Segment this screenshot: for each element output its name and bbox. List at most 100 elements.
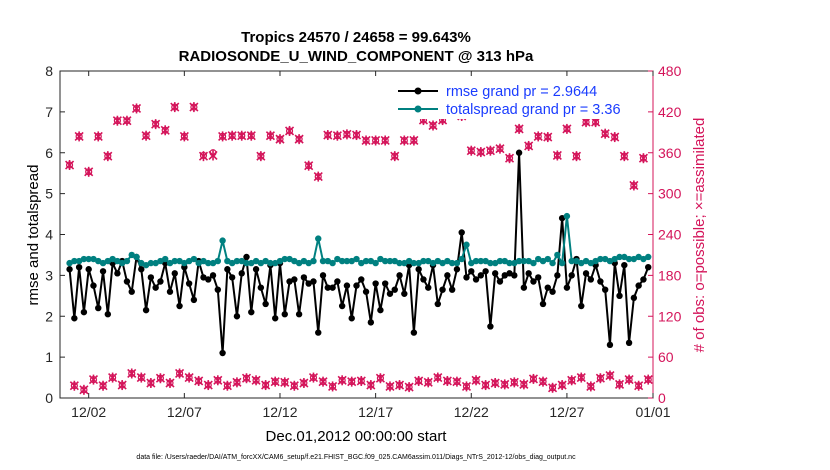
rmse-point — [468, 268, 475, 275]
rmse-point — [138, 266, 145, 273]
rmse-point — [563, 284, 571, 291]
rmse-point — [190, 296, 198, 304]
totalspread-point — [525, 257, 532, 265]
totalspread-point — [195, 259, 202, 267]
obs-assimilated-point — [256, 151, 266, 162]
totalspread-point — [85, 255, 92, 263]
rmse-point — [506, 270, 513, 277]
obs-assimilated-point — [64, 160, 75, 171]
rmse-point — [530, 278, 537, 285]
totalspread-point — [535, 255, 542, 263]
obs-assimilated-point — [146, 378, 156, 389]
totalspread-point — [468, 259, 475, 267]
obs-assimilated-point — [481, 380, 491, 391]
totalspread-point — [252, 257, 260, 265]
obs-assimilated-point — [222, 380, 232, 391]
rmse-point — [458, 229, 465, 236]
totalspread-point — [530, 259, 537, 267]
rmse-point — [381, 280, 389, 287]
obs-assimilated-point — [433, 372, 443, 383]
totalspread-point — [147, 259, 155, 267]
obs-assimilated-point — [371, 135, 381, 146]
totalspread-point — [286, 255, 293, 263]
totalspread-point — [181, 259, 188, 267]
y-tick-label: 3 — [45, 267, 53, 283]
obs-assimilated-point — [504, 153, 515, 164]
totalspread-point — [410, 259, 418, 267]
obs-assimilated-point — [576, 372, 586, 383]
rmse-point — [334, 278, 341, 285]
legend-totalspread-label: totalspread grand pr = 3.36 — [446, 102, 621, 118]
totalspread-point — [463, 241, 470, 248]
obs-assimilated-point — [366, 380, 376, 391]
obs-assimilated-point — [500, 379, 510, 390]
obs-assimilated-point — [342, 129, 352, 140]
rmse-point — [444, 272, 451, 279]
rmse-point — [104, 311, 112, 318]
rmse-point — [501, 272, 508, 279]
obs-assimilated-point — [232, 377, 242, 388]
rmse-point — [185, 280, 193, 287]
obs-assimilated-point — [117, 380, 127, 391]
totalspread-point — [592, 257, 599, 265]
totalspread-point — [477, 257, 485, 265]
y-tick-label: 5 — [45, 186, 53, 202]
rmse-point — [142, 306, 150, 314]
rmse-point — [219, 349, 226, 357]
rmse-point — [582, 270, 590, 277]
rmse-point — [616, 292, 623, 300]
rmse-point — [157, 278, 164, 285]
rmse-point — [300, 274, 308, 281]
totalspread-point — [554, 251, 561, 259]
rmse-point — [358, 276, 365, 283]
rmse-point — [396, 272, 403, 279]
rmse-point — [578, 302, 585, 310]
rmse-point — [425, 284, 432, 291]
totalspread-point — [243, 259, 250, 267]
obs-assimilated-point — [294, 134, 304, 145]
totalspread-point — [444, 257, 451, 265]
obs-assimilated-point — [428, 120, 438, 131]
totalspread-point — [377, 255, 384, 263]
obs-assimilated-point — [634, 380, 644, 391]
totalspread-point — [281, 255, 288, 263]
totalspread-point — [166, 259, 174, 267]
totalspread-point — [640, 255, 647, 263]
totalspread-point — [396, 259, 403, 267]
obs-assimilated-point — [524, 140, 534, 151]
rmse-point — [606, 341, 614, 349]
obs-assimilated-point — [246, 130, 256, 141]
totalspread-point — [439, 259, 446, 267]
rmse-point — [348, 315, 355, 322]
obs-assimilated-point — [174, 368, 185, 379]
obs-assimilated-point — [265, 130, 275, 141]
rmse-point — [75, 264, 83, 271]
obs-assimilated-point — [351, 130, 362, 141]
rmse-point — [487, 323, 494, 330]
totalspread-point — [118, 259, 126, 267]
obs-assimilated-point — [189, 102, 199, 113]
rmse-point — [295, 311, 303, 318]
totalspread-point — [429, 259, 437, 267]
y-tick-label: 4 — [45, 227, 53, 243]
rmse-point — [80, 308, 88, 316]
obs-assimilated-point — [131, 103, 142, 114]
rmse-point — [496, 278, 504, 285]
obs-assimilated-point — [619, 151, 629, 162]
rmse-point — [99, 268, 107, 275]
totalspread-point — [544, 255, 551, 263]
obs-assimilated-point — [347, 376, 357, 387]
totalspread-point — [362, 257, 370, 265]
totalspread-point — [190, 255, 198, 263]
obs-assimilated-point — [103, 151, 113, 162]
totalspread-point — [458, 255, 465, 263]
obs-assimilated-point — [375, 373, 385, 384]
obs-assimilated-point — [476, 147, 486, 158]
obs-assimilated-point — [409, 135, 419, 146]
obs-assimilated-point — [461, 381, 472, 392]
totalspread-point — [358, 259, 365, 267]
obs-assimilated-point — [552, 150, 562, 161]
rmse-point — [66, 266, 73, 273]
obs-assimilated-point — [88, 374, 99, 385]
obs-assimilated-point — [151, 119, 161, 130]
